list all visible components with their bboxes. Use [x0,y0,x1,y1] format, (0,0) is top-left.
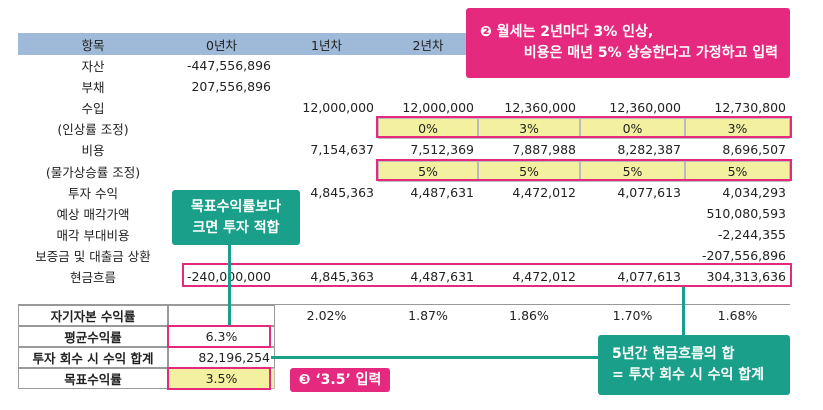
row-label: (인상률 조정) [57,122,129,138]
callout-line: ❷ 월세는 2년마다 3% 인상, [480,24,654,40]
row-label: 수입 [81,101,105,117]
callout: 5년간 현금흐름의 합 = 투자 회수 시 수익 합계 [598,335,790,395]
data-cell: 4,077,613 [617,184,681,200]
highlight-box [376,159,792,181]
empty-cell [168,305,275,326]
data-cell: -207,556,896 [701,247,786,263]
highlight-box [182,263,792,287]
row-label: 매각 부대비용 [56,227,130,243]
callout-line: 목표수익률보다 [190,198,282,215]
header-cell: 항목 [81,37,105,53]
header-cell: 2년차 [412,37,444,53]
row-label: 목표수익률 [18,368,168,389]
data-cell: 4,472,012 [512,269,576,285]
data-cell: 5% [580,160,685,182]
callout: 목표수익률보다 크면 투자 적합 [172,190,300,245]
data-cell: 1.86% [509,308,549,323]
data-cell: 3% [478,118,580,140]
data-cell: 5% [478,160,580,182]
highlight-box [376,116,792,138]
data-cell: 12,730,800 [714,100,786,116]
data-cell: 8,282,387 [617,142,681,158]
data-cell: 1.68% [717,308,758,323]
data-cell: 8,696,507 [722,142,786,158]
row-label: 투자 회수 시 수익 합계 [18,347,168,368]
data-cell: 2.02% [306,308,347,323]
data-cell: 7,512,369 [410,142,474,158]
callout-line: 크면 투자 적합 [192,219,280,236]
data-cell: 4,034,293 [722,184,786,200]
data-cell: 12,000,000 [302,100,374,116]
data-cell: 510,080,593 [706,205,786,221]
row-label: 투자 수익 [68,185,118,201]
header-cell: 0년차 [206,37,237,53]
data-cell: 0% [580,118,685,140]
connector [228,245,231,325]
data-cell: 0% [378,118,478,140]
highlight-box [167,325,271,348]
row-label: 자기자본 수익률 [18,305,168,326]
connector [682,287,685,335]
row-label: 예상 매각가액 [56,206,130,222]
data-cell: 304,313,636 [706,269,786,285]
callout: ❷ 월세는 2년마다 3% 인상, 비용은 매년 5% 상승한다고 가정하고 입… [466,8,790,78]
data-cell: -2,244,355 [717,226,786,242]
data-cell: 1.87% [408,308,448,323]
data-cell: 4,845,363 [310,269,374,285]
row-label: 보증금 및 대출금 상환 [35,248,151,264]
data-cell: 5% [378,160,478,182]
header-cell: 1년차 [311,37,342,53]
row-label: 평균수익률 [18,326,168,347]
data-cell: 4,472,012 [512,184,576,200]
data-cell: 7,154,637 [310,142,374,158]
data-cell: 4,487,631 [410,269,474,285]
data-cell: 12,360,000 [609,100,681,116]
row-label: 부채 [81,80,105,96]
grid-line [18,304,790,305]
highlight-box [167,367,271,390]
callout-line: ❸ ‘3.5’ 입력 [298,371,382,388]
data-cell: 207,556,896 [191,79,271,95]
callout-line: = 투자 회수 시 수익 합계 [612,367,765,383]
row-label: (물가상승률 조정) [45,164,141,180]
data-cell: 3% [685,118,790,140]
data-cell: -447,556,896 [186,58,271,74]
data-cell: 12,360,000 [504,100,576,116]
callout: ❸ ‘3.5’ 입력 [290,368,390,392]
row-label: 현금흐름 [69,270,116,286]
data-cell: 4,077,613 [617,269,681,285]
callout-line: 비용은 매년 5% 상승한다고 가정하고 입력 [523,45,778,61]
connector [271,356,598,359]
row-label: 비용 [81,143,105,159]
data-cell: 4,845,363 [310,184,374,200]
data-cell: 82,196,254 [168,347,275,368]
callout-line: 5년간 현금흐름의 합 [612,346,735,362]
data-cell: 5% [685,160,790,182]
row-label: 자산 [81,59,105,75]
data-cell: 1.70% [612,308,653,323]
data-cell: 7,887,988 [512,142,576,158]
data-cell: 4,487,631 [410,184,474,200]
data-cell: 12,000,000 [402,100,474,116]
